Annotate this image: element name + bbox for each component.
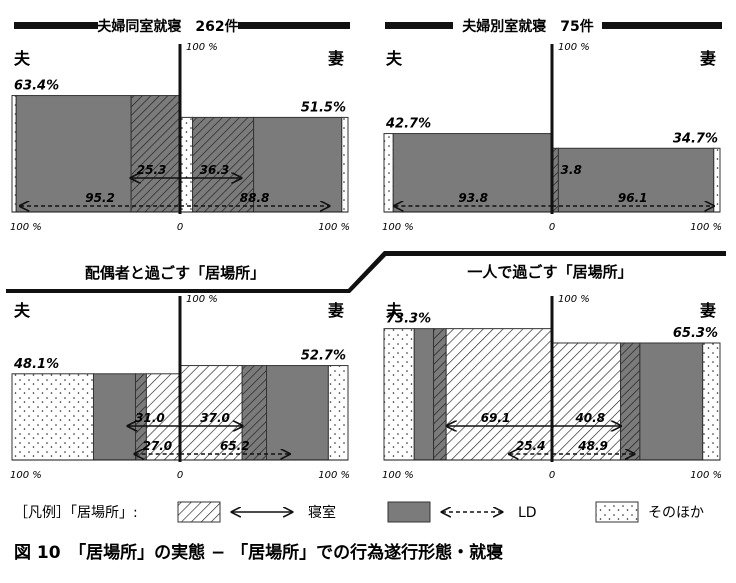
axis-right-label: 100 %	[318, 222, 350, 233]
husband-other-bar	[11, 95, 17, 213]
top-right-header: 夫婦別室就寝 75件	[385, 18, 722, 35]
husband-total-label: 63.4%	[14, 79, 59, 94]
panel-title-top-left: 夫婦同室就寝 262件	[97, 18, 238, 35]
axis-left-label: 100 %	[382, 222, 414, 233]
wife-total-label: 65.3%	[673, 326, 718, 341]
axis-top-label: 100 %	[558, 42, 590, 53]
axis-center-label: 0	[549, 222, 555, 233]
legend: ［凡例］「居場所」: 寝室 LD そのほか	[14, 501, 704, 523]
wife-ld-label: 48.9	[577, 439, 608, 453]
husband-label: 夫	[14, 301, 31, 320]
husband-ld-label: 27.0	[143, 439, 173, 453]
wife-bedroom-label: 36.3	[200, 163, 230, 177]
wife-other-bar	[327, 365, 349, 461]
legend-swatch-bedroom	[177, 501, 221, 523]
wife-other-bar	[702, 342, 721, 461]
legend-label-bedroom: 寝室	[308, 504, 336, 521]
panel-title-top-right: 夫婦別室就寝 75件	[462, 18, 593, 35]
husband-ld-bar	[413, 328, 435, 461]
section-title-spouse: 配偶者と過ごす「居場所」	[85, 264, 265, 282]
axis-center-label: 0	[177, 222, 183, 233]
husband-ld-label: 93.8	[458, 191, 488, 205]
husband-ld-bar	[392, 133, 553, 213]
axis-center-label: 0	[177, 470, 183, 481]
axis-left-label: 100 %	[382, 470, 414, 481]
wife-other-bar	[713, 147, 721, 213]
husband-label: 夫	[14, 49, 31, 68]
wife-total-label: 34.7%	[673, 131, 718, 146]
figure-caption: 図 10 「居場所」の実態 − 「居場所」での行為遂行形態・就寝	[14, 542, 503, 563]
wife-bedroom-label: 37.0	[200, 411, 230, 425]
legend-swatch-ld	[387, 501, 431, 523]
wife-bedroom-label: 40.8	[574, 411, 605, 425]
panel-bottom-right: 69.1 40.8 25.4 48.9 73.3% 65.3% 夫 妻 100 % 100 % 0 1…	[382, 294, 722, 481]
legend-swatch-other	[595, 501, 639, 523]
husband-bedroom-label: 25.3	[137, 163, 167, 177]
panel-top-left: 25.3 36.3 95.2 88.8 63.4% 51.5% 夫 妻 100 % 100 % 0 1…	[10, 42, 350, 233]
husband-ld-bar	[15, 95, 132, 213]
wife-label: 妻	[700, 49, 716, 68]
husband-ld-bar	[92, 373, 136, 461]
wife-bedroom-label: 3.8	[561, 163, 582, 177]
husband-total-label: 73.3%	[386, 312, 431, 327]
husband-label: 夫	[386, 301, 403, 320]
axis-top-label: 100 %	[186, 294, 218, 305]
wife-other-inner-bar	[179, 116, 194, 213]
husband-ld-bedroom-bar	[433, 328, 447, 461]
husband-bedroom-bar	[445, 328, 553, 461]
husband-bedroom-label: 69.1	[481, 411, 511, 425]
husband-label: 夫	[386, 49, 403, 68]
husband-other-bar	[383, 328, 415, 461]
axis-center-label: 0	[549, 470, 555, 481]
husband-total-label: 48.1%	[13, 357, 59, 372]
wife-label: 妻	[328, 301, 344, 320]
wife-ld-bedroom-bar	[620, 342, 641, 461]
wife-bedroom-bar	[551, 342, 622, 461]
panel-top-right: 3.8 93.8 96.1 42.7% 34.7% 夫 妻 100 % 100 % 0 100 %	[382, 42, 722, 233]
husband-ld-label: 25.4	[516, 439, 546, 453]
axis-right-label: 100 %	[690, 222, 722, 233]
husband-other-bar	[11, 373, 94, 461]
section-title-alone: 一人で過ごす「居場所」	[467, 263, 632, 281]
husband-total-label: 42.7%	[385, 117, 431, 132]
top-left-header: 夫婦同室就寝 262件	[14, 18, 350, 35]
wife-other-bar	[341, 116, 349, 213]
wife-bedroom-bar	[192, 116, 255, 213]
wife-ld-label: 96.1	[618, 191, 648, 205]
panel-bottom-left: 31.0 37.0 27.0 65.2 48.1% 52.7% 夫 妻 100 % 100 % 0 1…	[10, 294, 350, 481]
husband-other-bar	[383, 133, 394, 213]
wife-label: 妻	[700, 301, 716, 320]
husband-bedroom-bar	[130, 95, 181, 213]
legend-prefix: ［凡例］「居場所」:	[14, 505, 138, 521]
legend-label-other: そのほか	[648, 505, 704, 521]
axis-top-label: 100 %	[558, 294, 590, 305]
wife-total-label: 52.7%	[301, 349, 346, 364]
axis-right-label: 100 %	[690, 470, 722, 481]
husband-bedroom-label: 31.0	[135, 411, 165, 425]
wife-label: 妻	[328, 49, 344, 68]
legend-label-ld: LD	[518, 505, 537, 521]
wife-ld-label: 65.2	[220, 439, 250, 453]
axis-right-label: 100 %	[318, 470, 350, 481]
axis-left-label: 100 %	[10, 222, 42, 233]
wife-ld-bar	[639, 342, 704, 461]
wife-total-label: 51.5%	[301, 100, 346, 115]
axis-left-label: 100 %	[10, 470, 42, 481]
wife-ld-label: 88.8	[240, 191, 270, 205]
wife-ld-bar	[557, 147, 715, 213]
section-divider	[6, 251, 726, 293]
wife-ld-bar	[266, 365, 329, 461]
axis-top-label: 100 %	[186, 42, 218, 53]
husband-ld-label: 95.2	[85, 191, 115, 205]
